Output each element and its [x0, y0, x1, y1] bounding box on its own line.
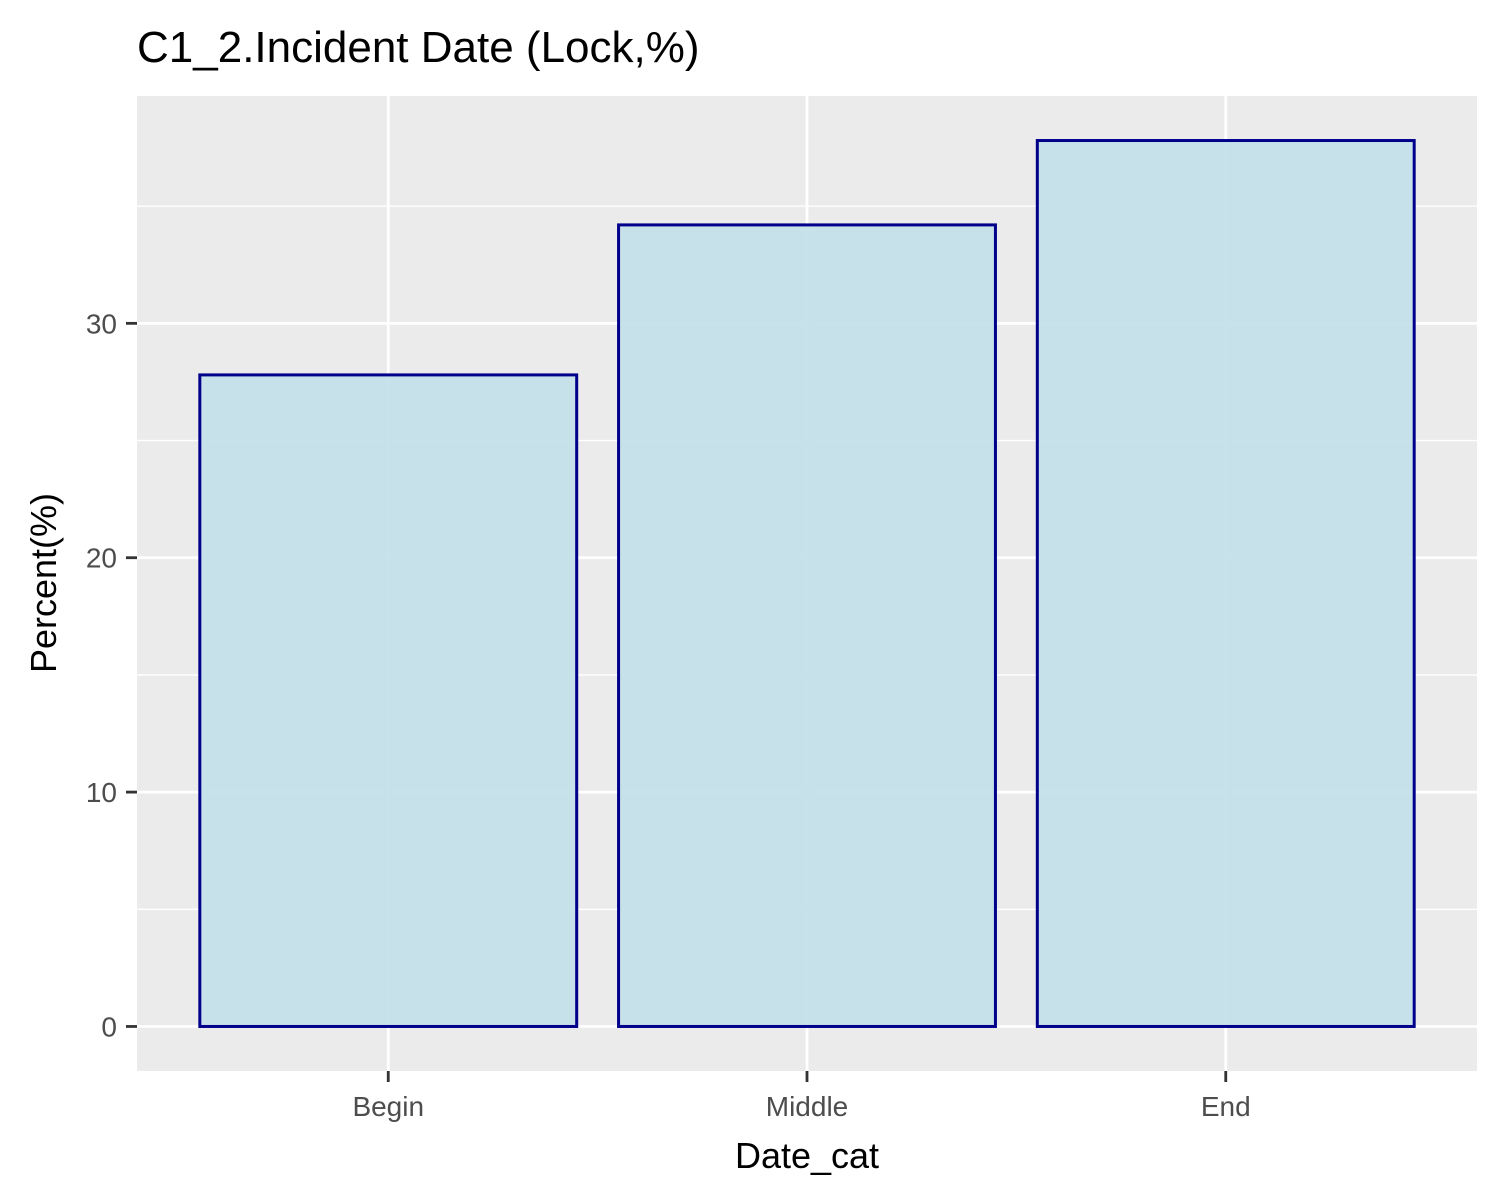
- x-tick-label: End: [1201, 1091, 1251, 1122]
- x-axis: Begin Middle End: [352, 1071, 1251, 1122]
- y-tick-label: 30: [86, 308, 117, 339]
- y-axis: 0 10 20 30: [86, 308, 137, 1042]
- chart-title: C1_2.Incident Date (Lock,%): [137, 23, 700, 72]
- bars: [198, 139, 1416, 1028]
- y-tick-label: 10: [86, 777, 117, 808]
- bar-end: [1035, 139, 1416, 1028]
- x-tick-label: Middle: [766, 1091, 848, 1122]
- bar-middle: [617, 223, 997, 1028]
- x-tick-label: Begin: [352, 1091, 424, 1122]
- y-axis-title: Percent(%): [23, 493, 64, 673]
- y-tick-label: 20: [86, 543, 117, 574]
- y-tick-label: 0: [101, 1011, 117, 1042]
- x-axis-title: Date_cat: [735, 1135, 879, 1176]
- bar-begin: [198, 373, 579, 1028]
